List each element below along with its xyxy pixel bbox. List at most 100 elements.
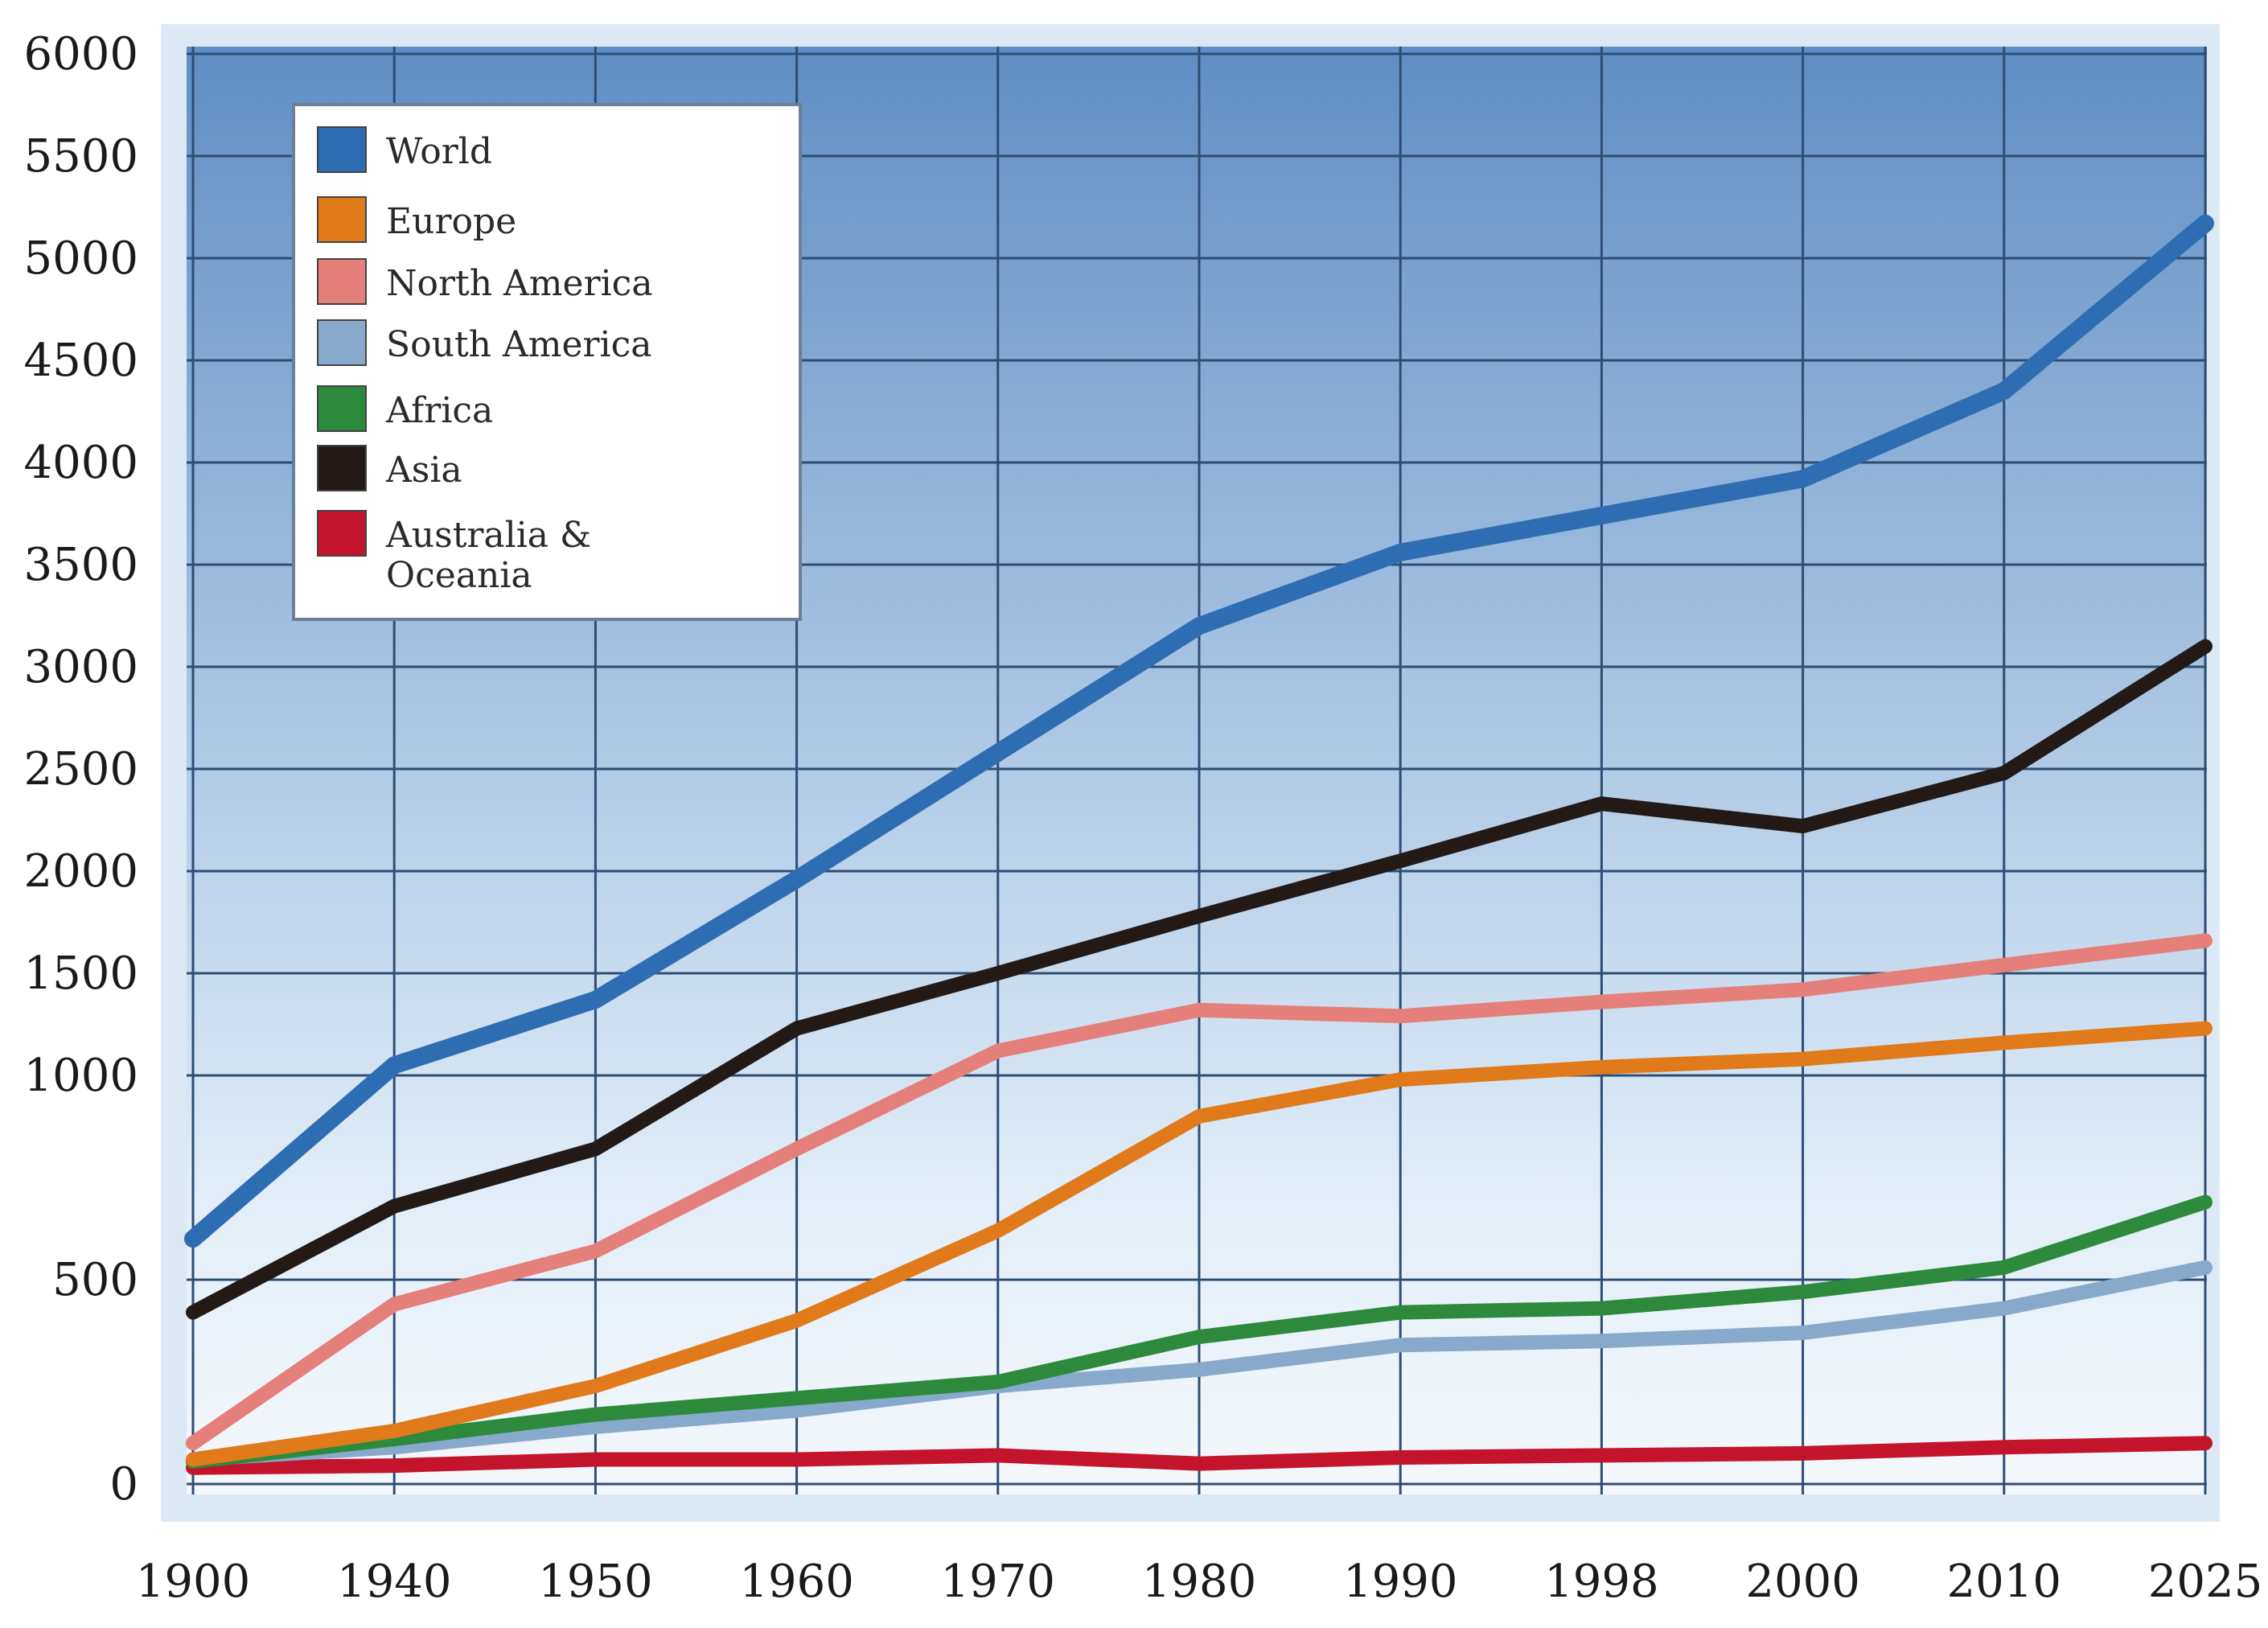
- y-tick-label: 3500: [23, 539, 138, 591]
- y-tick-label: 0: [109, 1458, 138, 1511]
- data-point-north-america: [1198, 1008, 1201, 1012]
- x-tick-label: 1980: [1142, 1556, 1257, 1608]
- data-point-africa: [1198, 1335, 1201, 1339]
- y-tick-label: 2500: [23, 743, 138, 796]
- data-point-asia: [191, 1310, 195, 1314]
- legend-swatch-north-america: [317, 258, 367, 305]
- data-point-asia: [2002, 771, 2006, 775]
- data-point-europe: [1801, 1057, 1805, 1061]
- legend-label-south-america: South America: [386, 324, 652, 365]
- legend-label-australia-oceania: Australia & Oceania: [385, 515, 591, 596]
- legend-label-asia: Asia: [385, 450, 462, 491]
- legend-swatch-world: [317, 126, 367, 173]
- data-point-north-america: [392, 1302, 396, 1306]
- data-point-south-america: [392, 1445, 396, 1449]
- data-point-asia: [996, 972, 1000, 975]
- x-tick-label: 2000: [1745, 1556, 1860, 1608]
- y-axis-ticks: 0 500 1000 1500 2000 2500 3000 3500 4000 4500 5000…: [23, 28, 138, 1511]
- legend-swatch-south-america: [317, 319, 367, 366]
- data-point-world: [1801, 477, 1805, 481]
- data-point-asia: [594, 1147, 598, 1151]
- y-tick-label: 4500: [23, 335, 138, 387]
- data-point-australia-oceania: [996, 1453, 1000, 1457]
- data-point-asia: [1399, 859, 1403, 863]
- data-point-europe: [1600, 1065, 1604, 1069]
- data-point-asia: [2204, 644, 2207, 648]
- y-tick-label: 3000: [23, 641, 138, 693]
- data-point-europe: [191, 1457, 195, 1462]
- legend-label-north-america: North America: [386, 263, 653, 304]
- data-point-south-america: [1198, 1367, 1201, 1371]
- data-point-africa: [795, 1396, 799, 1400]
- y-tick-label: 500: [52, 1254, 138, 1306]
- y-tick-label: 6000: [23, 28, 138, 80]
- x-tick-label: 2010: [1947, 1556, 2062, 1608]
- data-point-south-america: [1801, 1331, 1805, 1335]
- data-point-world: [392, 1063, 396, 1067]
- x-axis-ticks: 1900 1940 1950 1960 1970 1980 1990 1998 2000 2010…: [136, 1556, 2263, 1608]
- data-point-north-america: [2204, 939, 2207, 943]
- legend-swatch-africa: [317, 385, 367, 432]
- legend-label-world: World: [386, 131, 492, 172]
- data-point-europe: [795, 1318, 799, 1322]
- data-point-world: [1600, 514, 1604, 518]
- data-point-north-america: [594, 1249, 598, 1253]
- data-point-australia-oceania: [1801, 1451, 1805, 1455]
- series-lines: [184, 214, 2214, 1475]
- legend-swatch-asia: [317, 445, 367, 491]
- y-tick-label: 1500: [23, 948, 138, 1000]
- data-point-europe: [1399, 1078, 1403, 1082]
- data-point-australia-oceania: [1198, 1462, 1201, 1466]
- data-point-north-america: [996, 1049, 1000, 1053]
- y-tick-label: 5500: [23, 130, 138, 183]
- data-point-world: [1198, 624, 1201, 628]
- x-tick-label: 1970: [941, 1556, 1056, 1608]
- x-tick-label: 2025: [2148, 1556, 2263, 1608]
- data-point-south-america: [2002, 1306, 2006, 1310]
- data-point-africa: [1600, 1306, 1604, 1310]
- x-tick-label: 1960: [739, 1556, 854, 1608]
- data-point-world: [795, 878, 799, 882]
- data-point-asia: [392, 1204, 396, 1208]
- y-tick-label: 2000: [23, 845, 138, 898]
- legend-label-africa: Africa: [385, 390, 493, 431]
- x-tick-label: 1950: [538, 1556, 653, 1608]
- data-point-europe: [594, 1384, 598, 1388]
- data-point-europe: [1198, 1114, 1201, 1118]
- data-point-africa: [996, 1380, 1000, 1383]
- gridlines: [187, 47, 2207, 1494]
- data-point-africa: [2002, 1265, 2006, 1269]
- data-point-asia: [1198, 914, 1201, 918]
- data-point-australia-oceania: [1399, 1455, 1403, 1459]
- y-tick-label: 4000: [23, 437, 138, 489]
- data-point-africa: [1801, 1290, 1805, 1294]
- data-point-north-america: [191, 1441, 195, 1445]
- data-point-europe: [2204, 1026, 2207, 1030]
- data-point-asia: [795, 1026, 799, 1030]
- x-tick-label: 1940: [337, 1556, 452, 1608]
- data-point-south-america: [795, 1408, 799, 1412]
- data-point-south-america: [1399, 1343, 1403, 1347]
- data-point-europe: [996, 1229, 1000, 1233]
- data-point-north-america: [1600, 1000, 1604, 1004]
- data-point-europe: [2002, 1041, 2006, 1045]
- data-point-australia-oceania: [1600, 1453, 1604, 1457]
- data-point-world: [1399, 550, 1403, 554]
- data-point-north-america: [2002, 963, 2006, 967]
- legend-box: [292, 103, 802, 621]
- data-point-south-america: [1600, 1339, 1604, 1343]
- data-point-north-america: [1399, 1014, 1403, 1018]
- legend-label-europe: Europe: [386, 201, 516, 242]
- data-point-australia-oceania: [2204, 1441, 2207, 1445]
- data-point-australia-oceania: [594, 1457, 598, 1462]
- data-point-world: [2204, 221, 2207, 225]
- data-point-world: [2002, 389, 2006, 393]
- data-point-south-america: [594, 1424, 598, 1429]
- y-tick-label: 1000: [23, 1050, 138, 1102]
- data-point-asia: [1801, 824, 1805, 828]
- legend-swatch-australia-oceania: [317, 510, 367, 557]
- data-point-africa: [594, 1412, 598, 1416]
- data-point-north-america: [795, 1147, 799, 1151]
- x-tick-label: 1990: [1343, 1556, 1458, 1608]
